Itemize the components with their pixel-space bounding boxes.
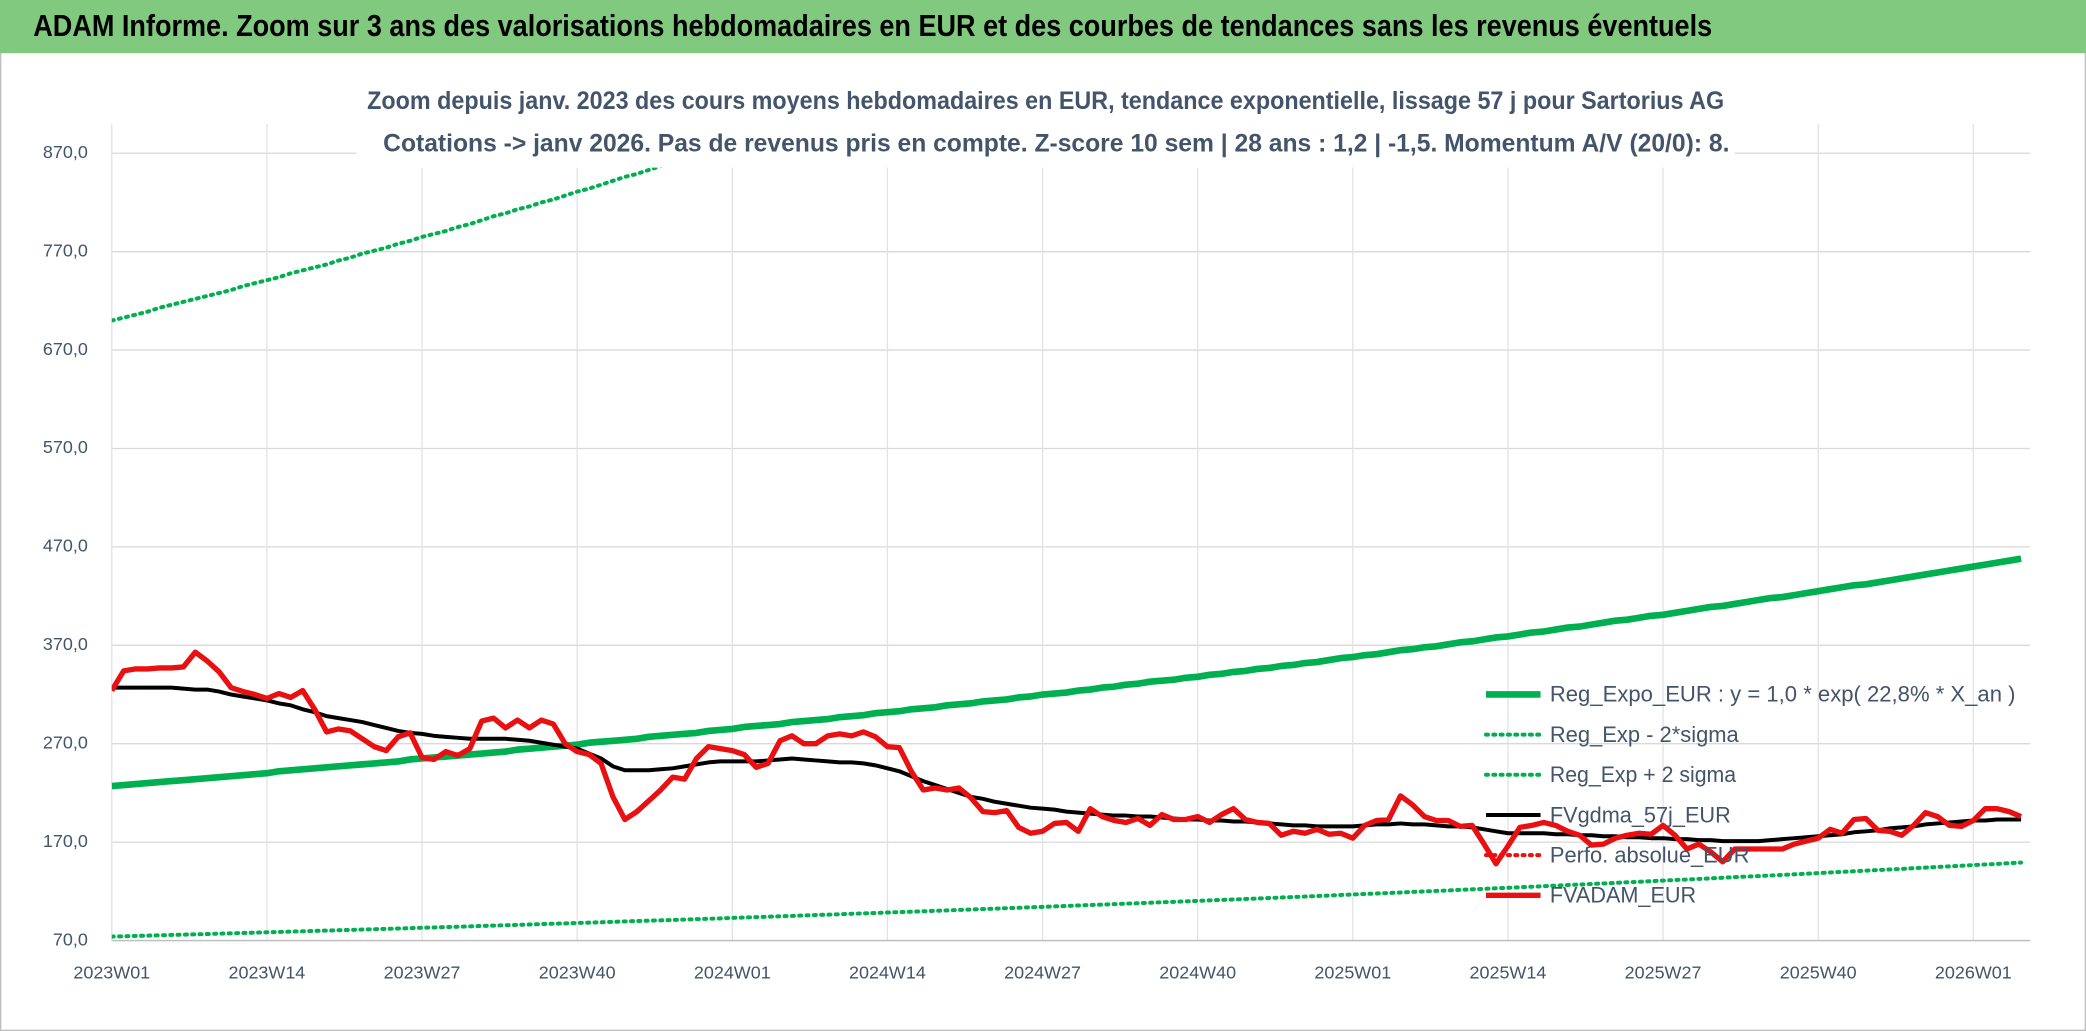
y-tick-label: 70,0: [53, 929, 88, 949]
x-tick-label: 2023W27: [384, 963, 461, 983]
y-tick-label: 770,0: [43, 240, 88, 260]
grid: [111, 123, 2031, 942]
legend-label: FVgdma_57j_EUR: [1550, 802, 1731, 827]
y-tick-label: 570,0: [43, 437, 88, 457]
x-tick-label: 2025W27: [1625, 963, 1702, 983]
series-line: [111, 860, 2024, 939]
y-tick-label: 870,0: [43, 142, 88, 162]
subtitle-line: Zoom depuis janv. 2023 des cours moyens …: [367, 87, 1724, 115]
subtitle-box: [356, 79, 1735, 168]
header-bar: [0, 0, 2086, 54]
plot-lines: [111, 123, 2024, 939]
legend-label: Reg_Exp - 2*sigma: [1550, 722, 1739, 747]
y-tick-label: 170,0: [43, 831, 88, 851]
y-tick-label: 670,0: [43, 339, 88, 359]
y-tick-label: 470,0: [43, 536, 88, 556]
x-tick-label: 2023W40: [539, 963, 616, 983]
y-tick-label: 270,0: [43, 732, 88, 752]
legend-label: Reg_Exp + 2 sigma: [1550, 762, 1737, 787]
x-tick-label: 2024W14: [849, 963, 926, 983]
x-tick-label: 2025W14: [1470, 963, 1547, 983]
x-tick-label: 2023W14: [229, 963, 306, 983]
y-tick-label: 370,0: [43, 634, 88, 654]
series-line: [111, 649, 2023, 867]
axes: 70,0 170,0 270,0 370,0 470,0 570,0 670,0 770,0 8…: [43, 142, 2031, 983]
chart-title: ADAM Informe. Zoom sur 3 ans des valoris…: [33, 9, 1712, 43]
x-tick-label: 2026W01: [1935, 963, 2012, 983]
x-tick-label: 2024W27: [1004, 963, 1081, 983]
x-tick-label: 2025W01: [1314, 963, 1391, 983]
legend-label: Perfo. absolue_EUR: [1550, 842, 1750, 867]
x-tick-label: 2024W40: [1159, 963, 1236, 983]
legend: Reg_Expo_EUR : y = 1,0 * exp( 22,8% * X_…: [1484, 682, 2016, 908]
x-tick-label: 2025W40: [1780, 963, 1857, 983]
series-line: [111, 685, 2022, 844]
legend-label: FVADAM_EUR: [1550, 883, 1696, 908]
subtitle-line: Cotations -> janv 2026. Pas de revenus p…: [383, 130, 1729, 158]
series-line: [111, 123, 802, 323]
x-tick-label: 2024W01: [694, 963, 771, 983]
x-tick-label: 2023W01: [73, 963, 150, 983]
legend-label: Reg_Expo_EUR : y = 1,0 * exp( 22,8% * X_…: [1550, 682, 2016, 707]
